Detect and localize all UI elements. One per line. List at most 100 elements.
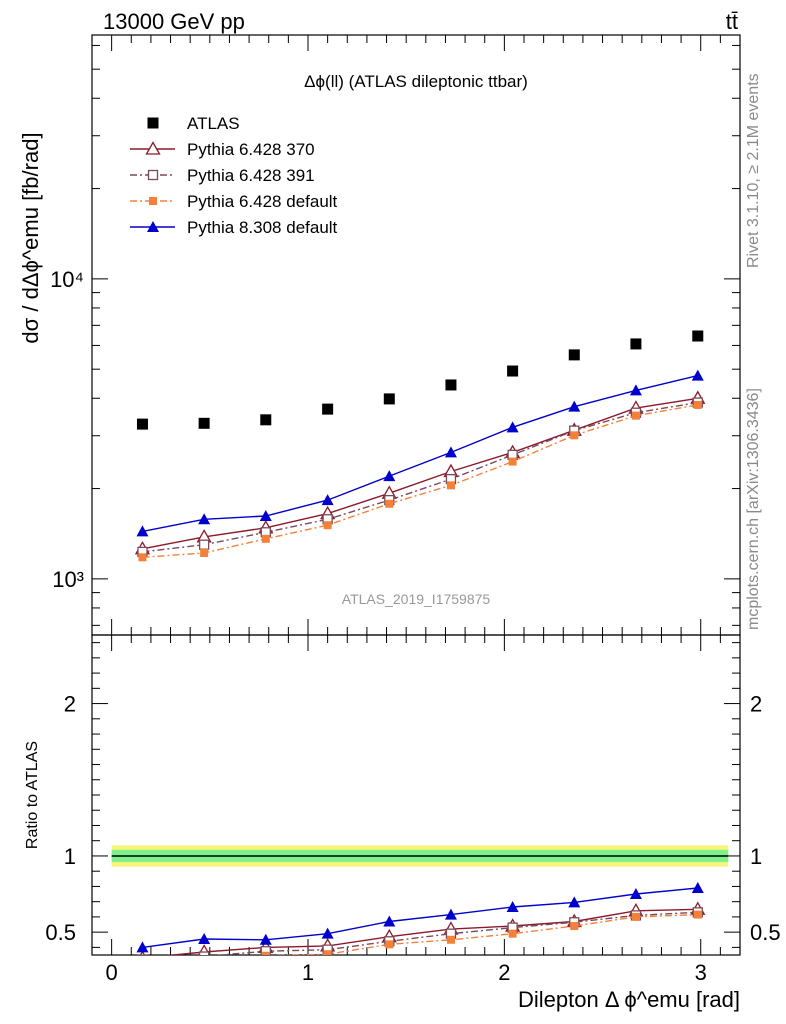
main-point (200, 548, 209, 557)
energy-label: 13000 GeV pp (103, 9, 245, 34)
main-point (692, 330, 704, 342)
main-point (508, 457, 517, 466)
ratio-point (568, 896, 581, 908)
main-point (446, 481, 455, 490)
analysis-watermark: ATLAS_2019_I1759875 (342, 591, 491, 607)
process-label: tt̄ (726, 9, 738, 34)
y-tick-label: 10³ (52, 567, 84, 592)
ratio-point (198, 933, 211, 944)
main-point (445, 379, 457, 391)
main-point (570, 431, 579, 440)
main-line (142, 374, 698, 533)
legend-marker (147, 221, 159, 232)
main-series (136, 330, 704, 430)
legend-marker (147, 117, 159, 129)
ratio-series (137, 907, 703, 955)
ratio-line (142, 887, 698, 949)
legend-item: Pythia 6.428 391 (130, 166, 315, 185)
legend-label: ATLAS (187, 114, 240, 133)
legend-marker (149, 197, 157, 205)
main-point (136, 525, 149, 537)
x-axis-title: Dilepton Δ ϕ^emu [rad] (518, 987, 740, 1012)
ratio-y-tick-label: 0.5 (750, 920, 781, 945)
ratio-point (261, 951, 270, 955)
main-point (383, 470, 396, 482)
legend-marker (147, 169, 159, 181)
main-point (629, 384, 642, 396)
ratio-point (136, 941, 149, 953)
ratio-y-axis-title: Ratio to ATLAS (24, 741, 41, 849)
main-point (323, 521, 332, 530)
main-point (385, 499, 394, 508)
ratio-series (139, 901, 706, 955)
ratio-y-tick-label: 1 (750, 844, 762, 869)
main-point (136, 418, 148, 430)
ratio-point (200, 956, 208, 964)
ratio-point (383, 915, 396, 927)
ratio-line (213, 911, 698, 955)
ratio-y-tick-label: 0.5 (45, 920, 76, 945)
ratio-point (260, 946, 271, 955)
legend-item: Pythia 6.428 370 (130, 140, 315, 159)
legend-item: ATLAS (147, 114, 240, 133)
main-point (198, 539, 210, 550)
ratio-point (508, 929, 517, 938)
main-point (321, 494, 334, 506)
x-tick-label: 3 (695, 960, 707, 985)
ratio-point (198, 951, 210, 955)
legend-label: Pythia 6.428 default (187, 192, 338, 211)
main-point (259, 510, 272, 522)
ratio-point (321, 927, 334, 939)
ratio-y-tick-label: 2 (750, 692, 762, 717)
ratio-point (693, 910, 702, 919)
legend-item: Pythia 8.308 default (130, 218, 338, 237)
y-axis-title: dσ / dΔϕ^emu [fb/rad] (18, 132, 43, 343)
main-point (198, 513, 211, 525)
main-series (138, 400, 702, 562)
main-point (138, 553, 147, 562)
legend-marker (145, 141, 161, 155)
ratio-point (385, 940, 394, 949)
legend-item: Pythia 6.428 default (130, 192, 338, 211)
ratio-series (138, 910, 702, 967)
main-point (568, 349, 580, 361)
main-point (260, 414, 272, 426)
ratio-point (446, 935, 455, 944)
main-point (691, 369, 704, 381)
ratio-point (691, 881, 704, 893)
main-point (507, 365, 519, 377)
ratio-point (570, 922, 579, 931)
x-tick-label: 2 (498, 960, 510, 985)
y-tick-label: 10⁴ (50, 267, 84, 292)
legend-label: Pythia 6.428 391 (187, 166, 315, 185)
main-point (322, 403, 334, 415)
main-series (136, 369, 704, 537)
main-point (631, 411, 640, 420)
ratio-point (629, 888, 642, 900)
main-series (134, 390, 706, 555)
ratio-series (136, 881, 704, 953)
ratio-frame (91, 634, 741, 956)
ratio-point (506, 901, 519, 912)
x-tick-label: 0 (106, 960, 118, 985)
main-point (198, 417, 210, 429)
ratio-y-tick-label: 1 (64, 844, 76, 869)
ratio-y-tick-label: 2 (64, 692, 76, 717)
ratio-point (138, 959, 146, 967)
main-point (693, 400, 702, 409)
ratio-point (631, 912, 640, 921)
ratio-line (166, 908, 698, 955)
main-panel: 10³ 10⁴ Δϕ(ll) (ATLAS dileptonic ttbar) ATL… (18, 34, 741, 636)
main-point (444, 446, 457, 458)
main-point (506, 421, 519, 433)
main-point (383, 393, 395, 405)
legend-label: Pythia 6.428 370 (187, 140, 315, 159)
ratio-point (139, 950, 146, 955)
ratio-point (259, 933, 272, 945)
main-line (142, 401, 698, 553)
plot-title: Δϕ(ll) (ATLAS dileptonic ttbar) (304, 72, 528, 91)
ratio-point (444, 908, 457, 920)
mcplots-label: mcplots.cern.ch [arXiv:1306.3436] (745, 388, 762, 630)
